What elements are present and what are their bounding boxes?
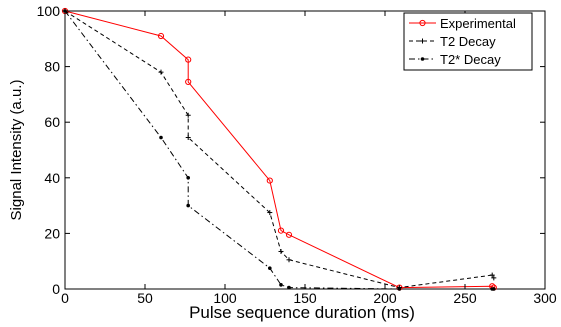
series-line bbox=[64, 10, 495, 289]
data-point bbox=[286, 257, 292, 263]
ticks-layer: 0 50 100 150 200 250 300 0 20 40 60 80 100 bbox=[37, 3, 557, 306]
data-point bbox=[186, 176, 190, 180]
y-axis-label: Signal Intensity (a.u.) bbox=[8, 80, 25, 221]
data-point bbox=[489, 272, 495, 278]
series-0 bbox=[61, 7, 497, 291]
data-point bbox=[397, 287, 402, 291]
x-tick-label: 50 bbox=[137, 290, 153, 306]
data-point bbox=[277, 227, 285, 234]
series-2 bbox=[63, 9, 496, 291]
x-tick-label: 100 bbox=[213, 290, 237, 306]
data-point bbox=[278, 248, 284, 254]
x-tick-label: 250 bbox=[453, 290, 477, 306]
y-tick-label: 60 bbox=[44, 114, 60, 130]
data-point bbox=[266, 177, 273, 184]
data-point bbox=[185, 112, 191, 118]
x-tick-label: 150 bbox=[293, 290, 317, 306]
data-point bbox=[159, 135, 163, 140]
data-point bbox=[491, 275, 497, 281]
data-point bbox=[492, 287, 496, 291]
x-tick-label: 300 bbox=[533, 290, 557, 306]
y-tick-label: 80 bbox=[44, 59, 60, 75]
y-tick-label: 40 bbox=[44, 170, 60, 186]
data-point bbox=[285, 231, 293, 238]
legend-marker bbox=[419, 19, 426, 27]
data-point bbox=[279, 283, 283, 287]
data-point bbox=[267, 210, 273, 216]
data-point bbox=[158, 69, 164, 75]
series-layer bbox=[61, 7, 497, 291]
legend-entry-label: T2 Decay bbox=[440, 34, 496, 49]
data-point bbox=[186, 203, 190, 208]
legend-entry-label: Experimental bbox=[440, 16, 516, 31]
data-point bbox=[185, 134, 191, 140]
data-point bbox=[185, 78, 192, 85]
y-tick-label: 100 bbox=[37, 3, 61, 19]
x-axis-label: Pulse sequence duration (ms) bbox=[189, 303, 415, 322]
legend-marker bbox=[420, 38, 425, 44]
legend: Experimental T2 Decay T2* Decay bbox=[403, 12, 533, 71]
legend-marker bbox=[420, 57, 425, 61]
x-tick-label: 200 bbox=[373, 290, 397, 306]
data-point bbox=[287, 285, 291, 290]
series-line bbox=[64, 10, 495, 289]
series-line bbox=[64, 10, 494, 290]
y-tick-label: 20 bbox=[44, 225, 60, 241]
data-point bbox=[185, 56, 192, 63]
data-point bbox=[268, 266, 272, 270]
x-tick-label: 0 bbox=[61, 290, 69, 306]
y-tick-label: 0 bbox=[52, 281, 60, 297]
data-point bbox=[157, 32, 165, 40]
legend-entry-label: T2* Decay bbox=[440, 52, 501, 67]
